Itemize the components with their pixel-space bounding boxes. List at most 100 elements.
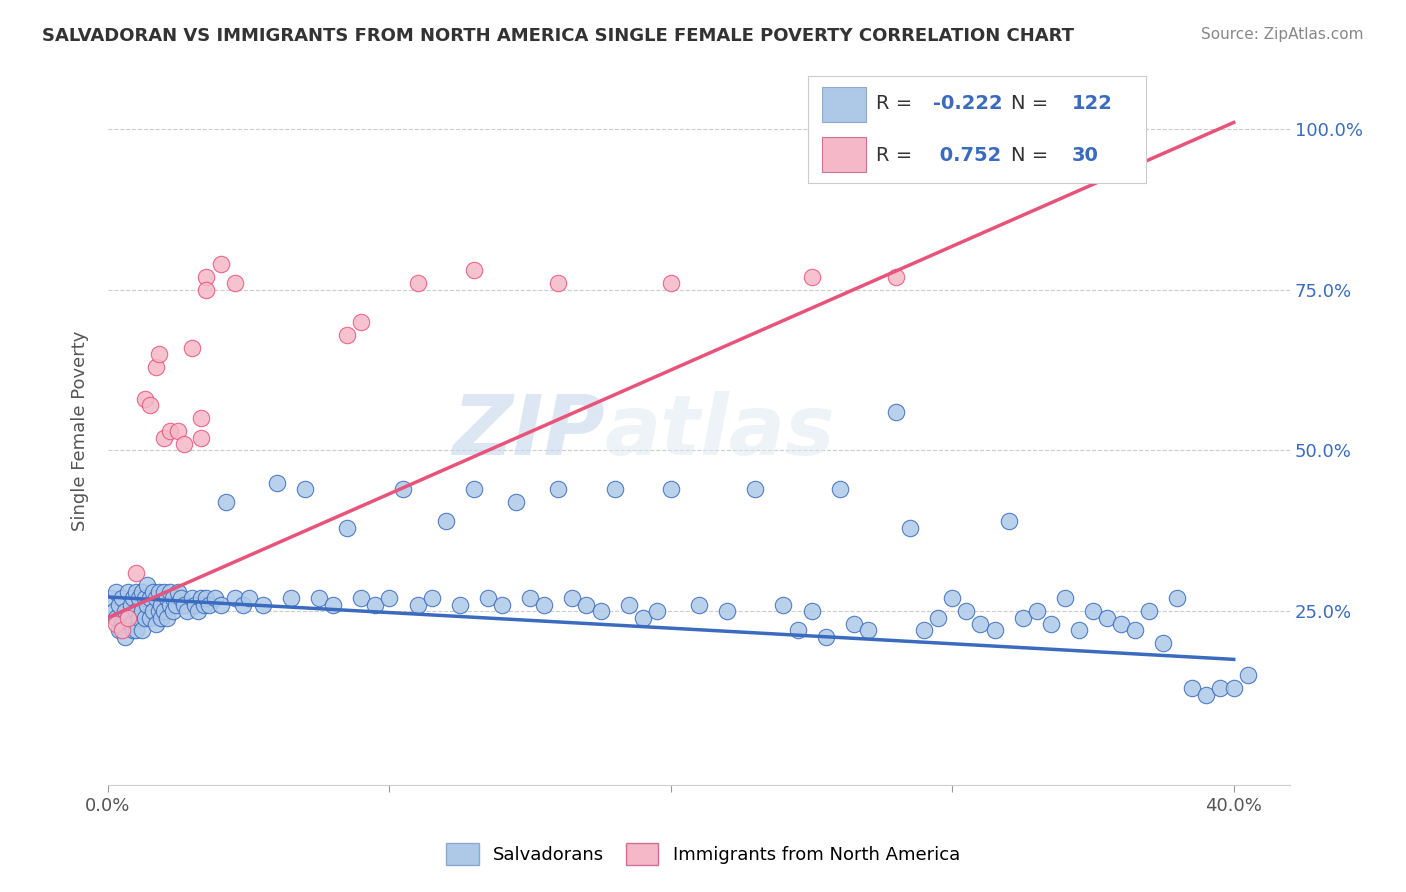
Point — [1011, 610, 1033, 624]
Point — [134, 591, 156, 606]
Point — [122, 624, 145, 638]
Point — [983, 624, 1005, 638]
Point — [105, 610, 128, 624]
Point — [134, 392, 156, 406]
Point — [814, 630, 837, 644]
Point — [148, 604, 170, 618]
Point — [716, 604, 738, 618]
Point — [434, 514, 457, 528]
Point — [195, 283, 218, 297]
Point — [187, 604, 209, 618]
Point — [232, 598, 254, 612]
Point — [215, 495, 238, 509]
Point — [159, 598, 181, 612]
Point — [139, 398, 162, 412]
Point — [159, 424, 181, 438]
Point — [204, 591, 226, 606]
Point — [884, 405, 907, 419]
Point — [786, 624, 808, 638]
Point — [117, 610, 139, 624]
Point — [688, 598, 710, 612]
Point — [1039, 617, 1062, 632]
Point — [1208, 681, 1230, 696]
Point — [955, 604, 977, 618]
Point — [800, 269, 823, 284]
Point — [477, 591, 499, 606]
Point — [139, 591, 162, 606]
Point — [190, 591, 212, 606]
Point — [165, 598, 187, 612]
Point — [131, 624, 153, 638]
Point — [350, 591, 373, 606]
Point — [575, 598, 598, 612]
Point — [114, 604, 136, 618]
Point — [176, 604, 198, 618]
Point — [828, 482, 851, 496]
Point — [463, 482, 485, 496]
Point — [122, 591, 145, 606]
Point — [547, 276, 569, 290]
Point — [117, 585, 139, 599]
Point — [142, 585, 165, 599]
Y-axis label: Single Female Poverty: Single Female Poverty — [72, 331, 89, 532]
Point — [139, 610, 162, 624]
Point — [181, 341, 204, 355]
Point — [1109, 617, 1132, 632]
Point — [198, 598, 221, 612]
Point — [150, 598, 173, 612]
Point — [128, 591, 150, 606]
Point — [195, 591, 218, 606]
Text: R =: R = — [876, 145, 918, 164]
Point — [772, 598, 794, 612]
Text: 30: 30 — [1071, 145, 1098, 164]
Point — [193, 598, 215, 612]
Point — [145, 359, 167, 374]
Point — [533, 598, 555, 612]
Point — [111, 591, 134, 606]
Point — [617, 598, 640, 612]
Point — [224, 591, 246, 606]
Point — [912, 624, 935, 638]
Point — [148, 347, 170, 361]
Point — [108, 598, 131, 612]
Point — [128, 610, 150, 624]
Point — [1095, 610, 1118, 624]
Text: R =: R = — [876, 95, 918, 113]
Point — [103, 604, 125, 618]
Point — [238, 591, 260, 606]
Point — [941, 121, 963, 136]
Point — [659, 482, 682, 496]
Point — [420, 591, 443, 606]
Point — [589, 604, 612, 618]
Point — [111, 624, 134, 638]
Point — [195, 269, 218, 284]
Point — [125, 624, 148, 638]
Point — [561, 591, 583, 606]
Point — [378, 591, 401, 606]
Point — [131, 604, 153, 618]
Point — [105, 585, 128, 599]
Point — [156, 591, 179, 606]
Point — [111, 617, 134, 632]
Point — [1180, 681, 1202, 696]
Point — [134, 610, 156, 624]
Point — [145, 617, 167, 632]
Point — [1222, 681, 1244, 696]
Point — [150, 610, 173, 624]
Point — [463, 263, 485, 277]
Point — [519, 591, 541, 606]
Legend: Salvadorans, Immigrants from North America: Salvadorans, Immigrants from North Ameri… — [437, 834, 969, 874]
Point — [266, 475, 288, 490]
Point — [856, 624, 879, 638]
Point — [336, 520, 359, 534]
Point — [1194, 688, 1216, 702]
Point — [170, 591, 193, 606]
Point — [406, 598, 429, 612]
FancyBboxPatch shape — [823, 87, 866, 122]
Point — [294, 482, 316, 496]
Text: N =: N = — [1011, 95, 1054, 113]
Point — [842, 617, 865, 632]
Point — [173, 598, 195, 612]
Point — [252, 598, 274, 612]
Point — [153, 604, 176, 618]
